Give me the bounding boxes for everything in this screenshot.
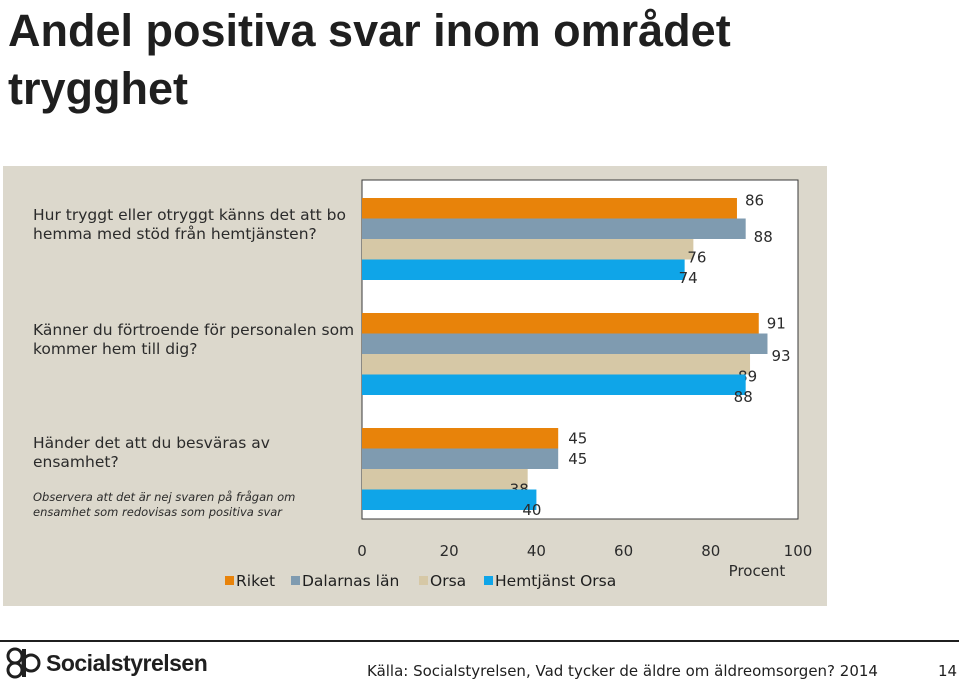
- chart-panel: 86 88 76 74 91 93 89 88 45 45 38 40 0 20 40 60 80 100 Proc…: [3, 166, 827, 606]
- source-text: Källa: Socialstyrelsen, Vad tycker de äl…: [367, 662, 878, 680]
- socialstyrelsen-emblem-icon: [6, 647, 41, 679]
- bar-3-dalarnas-län: [362, 448, 559, 469]
- socialstyrelsen-logo: Socialstyrelsen: [6, 647, 208, 679]
- legend-label: Hemtjänst Orsa: [495, 572, 616, 590]
- data-label: 93: [771, 347, 790, 365]
- legend-swatch: [419, 576, 428, 585]
- data-label: 91: [767, 314, 786, 332]
- x-tick-label: 0: [357, 542, 367, 560]
- data-label: 74: [679, 269, 698, 287]
- legend-label: Riket: [236, 572, 275, 590]
- bar-2-dalarnas-län: [362, 333, 768, 354]
- data-label: 88: [754, 228, 773, 246]
- bar-1-dalarnas-län: [362, 218, 746, 239]
- data-label: 88: [734, 388, 753, 406]
- data-label: 76: [687, 248, 706, 266]
- question-label-2: Känner du förtroende för personalen som …: [33, 321, 354, 359]
- legend-swatch: [484, 576, 493, 585]
- question-2-line-2: kommer hem till dig?: [33, 340, 198, 358]
- bar-2-hemtjänst-orsa: [362, 374, 746, 395]
- x-tick-label: 60: [614, 542, 633, 560]
- title-line-2: trygghet: [8, 63, 188, 114]
- bar-3-hemtjänst-orsa: [362, 489, 537, 510]
- bar-1-hemtjänst-orsa: [362, 259, 685, 280]
- bar-2-riket: [362, 313, 759, 334]
- slide-title: Andel positiva svar inom området trygghe…: [8, 2, 908, 118]
- question-label-3: Händer det att du besväras av ensamhet?: [33, 434, 270, 472]
- data-label: 45: [568, 429, 587, 447]
- legend-swatch: [225, 576, 234, 585]
- note-line-1: Observera att det är nej svaren på fråga…: [33, 490, 296, 504]
- note-line-2: ensamhet som redovisas som positiva svar: [33, 505, 283, 519]
- question-1-line-1: Hur tryggt eller otryggt känns det att b…: [33, 206, 346, 224]
- x-tick-label: 20: [440, 542, 459, 560]
- logo-text: Socialstyrelsen: [46, 649, 208, 676]
- data-label: 86: [745, 191, 764, 209]
- x-tick-label: 100: [784, 542, 813, 560]
- x-axis-label: Procent: [729, 562, 786, 580]
- question-label-1: Hur tryggt eller otryggt känns det att b…: [33, 206, 346, 244]
- question-3-line-1: Händer det att du besväras av: [33, 434, 270, 452]
- data-label: 45: [568, 450, 587, 468]
- legend-swatch: [291, 576, 300, 585]
- bar-1-riket: [362, 198, 737, 219]
- footer-divider: [0, 640, 959, 642]
- question-3-line-2: ensamhet?: [33, 453, 119, 471]
- question-2-line-1: Känner du förtroende för personalen som: [33, 321, 355, 339]
- question-3-note: Observera att det är nej svaren på fråga…: [33, 490, 295, 520]
- bar-3-orsa: [362, 469, 528, 490]
- question-1-line-2: hemma med stöd från hemtjänsten?: [33, 225, 317, 243]
- title-line-1: Andel positiva svar inom området: [8, 5, 731, 56]
- legend-label: Orsa: [430, 572, 466, 590]
- data-label: 40: [522, 501, 541, 519]
- bar-2-orsa: [362, 354, 751, 375]
- page-number: 14: [938, 662, 958, 680]
- x-tick-label: 80: [701, 542, 720, 560]
- bar-1-orsa: [362, 239, 694, 260]
- bar-3-riket: [362, 428, 559, 449]
- legend-label: Dalarnas län: [302, 572, 399, 590]
- x-tick-label: 40: [527, 542, 546, 560]
